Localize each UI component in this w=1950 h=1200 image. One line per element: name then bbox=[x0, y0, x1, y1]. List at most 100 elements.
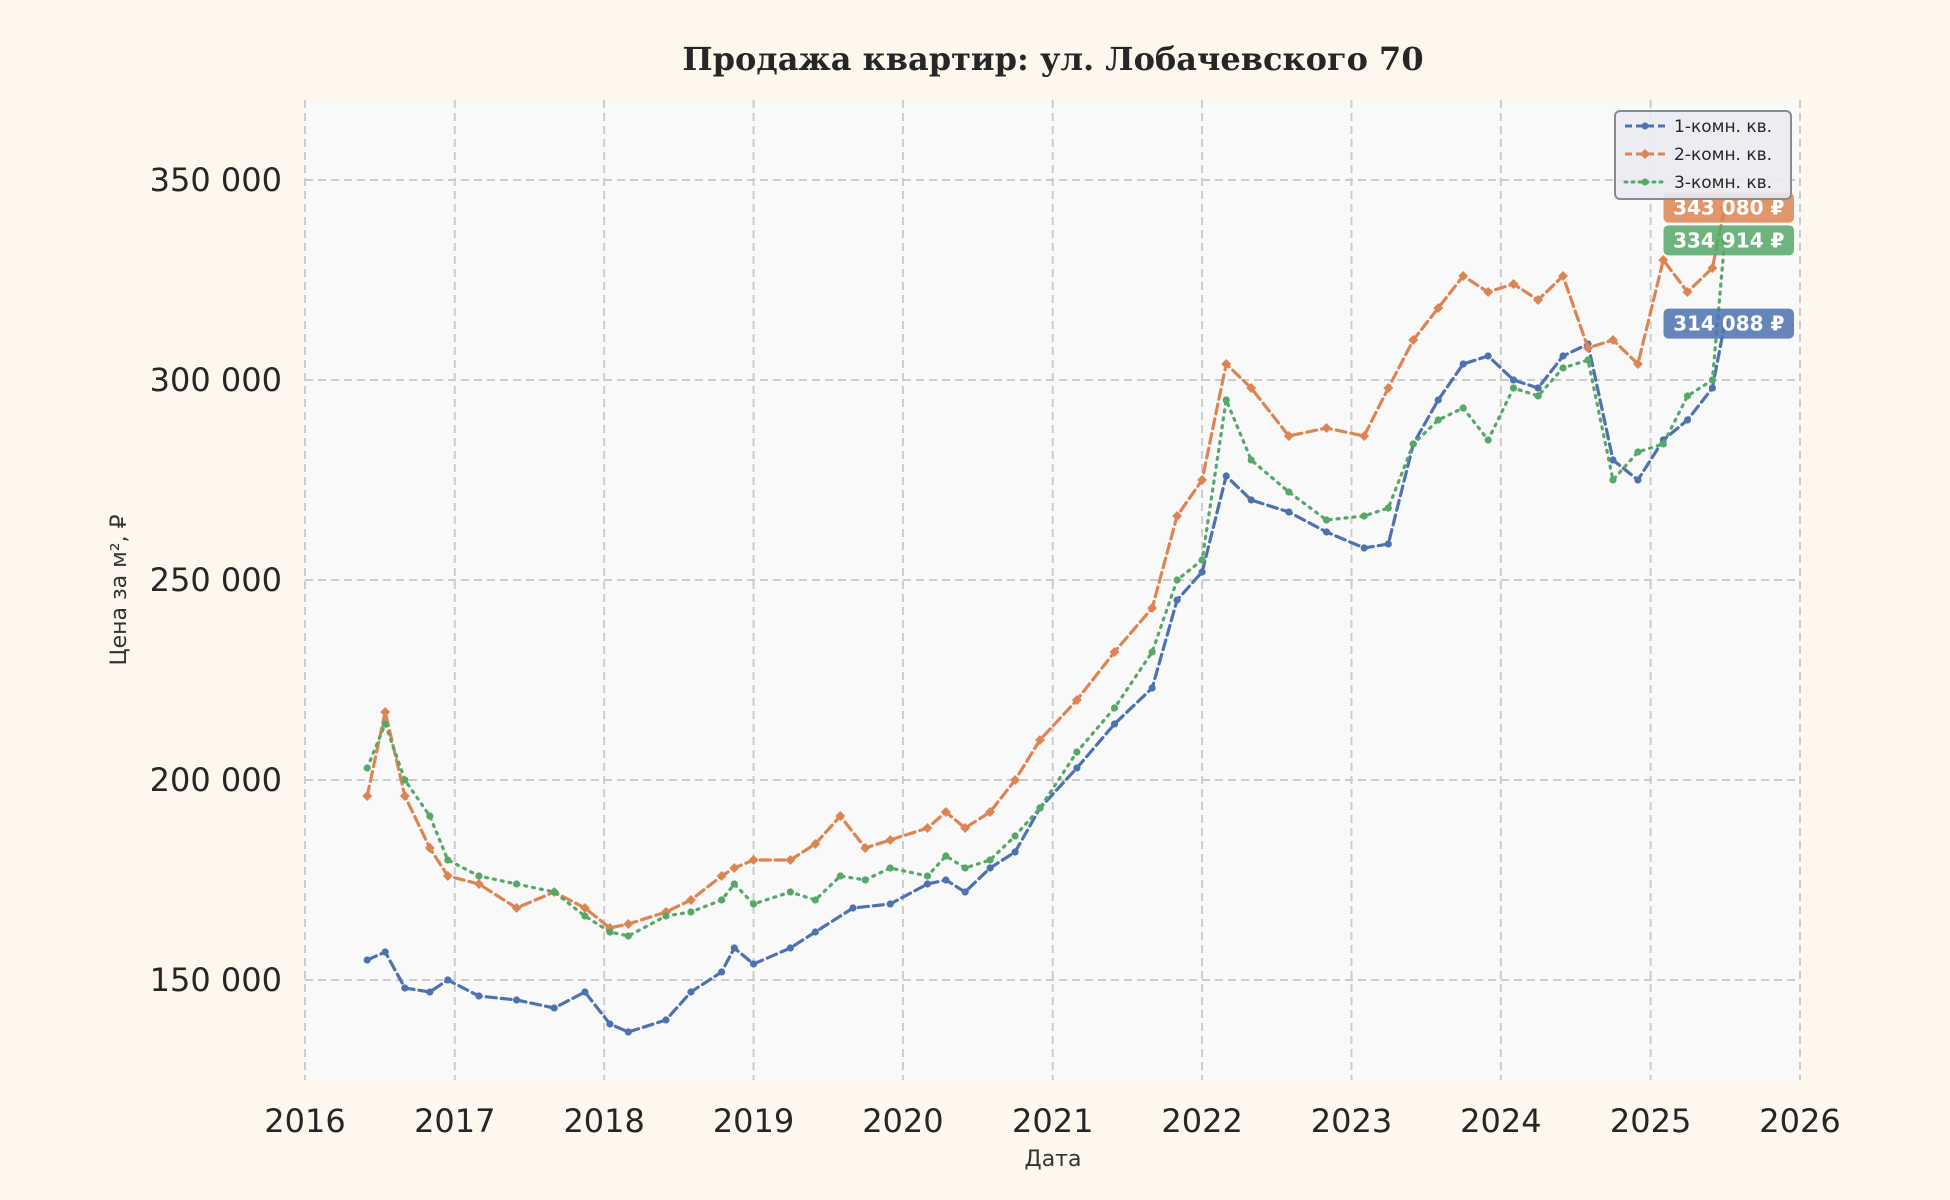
data-point bbox=[623, 919, 634, 929]
data-point bbox=[444, 976, 452, 984]
data-point bbox=[442, 871, 453, 881]
data-point bbox=[1559, 352, 1567, 360]
data-point bbox=[606, 928, 614, 936]
data-point bbox=[923, 880, 932, 888]
data-point bbox=[1484, 436, 1492, 444]
data-point bbox=[687, 908, 695, 916]
data-point bbox=[986, 856, 994, 864]
data-point bbox=[1583, 343, 1593, 353]
data-point bbox=[716, 871, 727, 881]
series-2 bbox=[362, 202, 1730, 933]
data-point bbox=[886, 864, 894, 872]
data-point bbox=[512, 996, 521, 1004]
data-point bbox=[730, 944, 738, 952]
data-point bbox=[1285, 508, 1293, 516]
y-tick-label: 350 000 bbox=[150, 161, 282, 199]
x-tick-label: 2019 bbox=[713, 1102, 794, 1140]
data-point bbox=[1533, 295, 1544, 305]
series-lines bbox=[362, 202, 1730, 1036]
data-point bbox=[811, 928, 819, 936]
data-point bbox=[986, 864, 994, 872]
data-point bbox=[942, 876, 950, 884]
data-point bbox=[475, 872, 483, 880]
data-point bbox=[886, 900, 894, 908]
end-label-box bbox=[1663, 308, 1794, 339]
data-point bbox=[426, 812, 434, 820]
data-point bbox=[1484, 352, 1492, 360]
data-point bbox=[1534, 392, 1542, 400]
data-point bbox=[1509, 376, 1518, 384]
data-point bbox=[401, 984, 409, 992]
y-axis-label: Цена за м², ₽ bbox=[107, 514, 132, 665]
chart-title: Продажа квартир: ул. Лобачевского 70 bbox=[682, 40, 1423, 78]
data-point bbox=[1109, 647, 1120, 657]
data-point bbox=[1172, 511, 1183, 521]
data-point bbox=[1073, 748, 1081, 756]
data-point bbox=[1035, 735, 1045, 745]
legend-marker-1 bbox=[1641, 122, 1649, 130]
data-point bbox=[399, 791, 410, 801]
data-point bbox=[1508, 279, 1519, 289]
data-point bbox=[860, 843, 871, 853]
data-point bbox=[985, 807, 996, 817]
series-line-3 bbox=[365, 238, 1727, 938]
data-point bbox=[785, 855, 796, 865]
y-tick-label: 250 000 bbox=[150, 561, 282, 599]
data-point bbox=[1010, 775, 1021, 785]
data-point bbox=[512, 880, 521, 888]
grid-lines bbox=[304, 100, 1801, 1080]
end-label-box bbox=[1663, 225, 1794, 256]
series-line-2 bbox=[365, 206, 1727, 930]
data-point bbox=[1609, 456, 1617, 464]
x-tick-label: 2022 bbox=[1161, 1102, 1242, 1140]
data-point bbox=[1222, 396, 1230, 404]
x-tick-label: 2026 bbox=[1759, 1102, 1840, 1140]
data-point bbox=[729, 863, 740, 873]
data-point bbox=[1147, 603, 1158, 613]
data-point bbox=[961, 888, 969, 896]
data-point bbox=[1283, 431, 1294, 441]
data-point bbox=[1198, 568, 1206, 576]
data-point bbox=[786, 888, 794, 896]
data-point bbox=[662, 912, 670, 920]
data-point bbox=[961, 864, 969, 872]
data-point bbox=[380, 707, 391, 717]
data-point bbox=[1173, 576, 1181, 584]
data-point bbox=[1459, 360, 1467, 368]
data-point bbox=[811, 896, 819, 904]
data-point bbox=[810, 839, 821, 849]
data-point bbox=[1534, 384, 1542, 392]
data-point bbox=[1608, 335, 1618, 345]
end-labels: 314 088 ₽343 080 ₽334 914 ₽ bbox=[1663, 192, 1794, 339]
data-point bbox=[1322, 528, 1331, 536]
data-point bbox=[1221, 359, 1232, 369]
data-point bbox=[1322, 516, 1331, 524]
data-point bbox=[1659, 440, 1667, 448]
data-point bbox=[426, 988, 434, 996]
data-point bbox=[940, 807, 951, 817]
data-point bbox=[861, 876, 869, 884]
data-point bbox=[1632, 359, 1643, 369]
y-tick-label: 150 000 bbox=[150, 961, 282, 999]
data-point bbox=[1071, 695, 1082, 705]
data-point bbox=[1634, 448, 1642, 456]
data-point bbox=[1683, 416, 1692, 424]
data-point bbox=[685, 895, 696, 905]
data-point bbox=[550, 1004, 558, 1012]
data-point bbox=[1359, 431, 1370, 441]
data-point bbox=[1384, 540, 1392, 548]
legend-label-1: 1-комн. кв. bbox=[1674, 117, 1772, 137]
data-point bbox=[1483, 287, 1494, 297]
data-point bbox=[1708, 376, 1717, 384]
data-point bbox=[960, 823, 971, 833]
data-point bbox=[687, 988, 695, 996]
data-point bbox=[1148, 684, 1156, 692]
series-3 bbox=[363, 236, 1729, 940]
data-point bbox=[1360, 512, 1368, 520]
data-point bbox=[1434, 396, 1442, 404]
data-point bbox=[718, 968, 726, 976]
x-tick-label: 2016 bbox=[264, 1102, 345, 1140]
data-point bbox=[1285, 488, 1293, 496]
data-point bbox=[1148, 648, 1156, 656]
